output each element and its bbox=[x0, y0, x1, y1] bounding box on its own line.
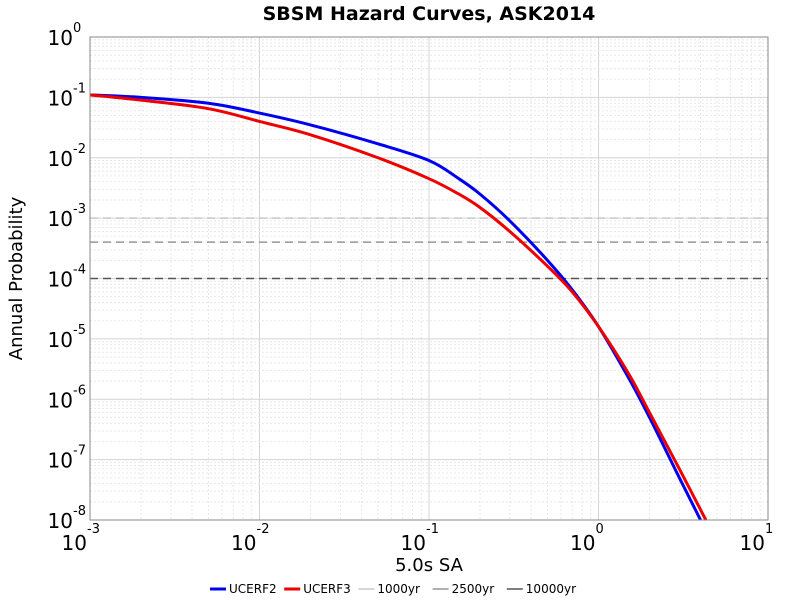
y-tick-exponent: -8 bbox=[73, 504, 86, 519]
legend-item-ucerf2: UCERF2 bbox=[210, 582, 277, 596]
x-tick-label: 100 bbox=[570, 522, 604, 555]
y-tick-base: 10 bbox=[48, 207, 73, 231]
legend-item-10000yr: 10000yr bbox=[506, 582, 576, 596]
legend-label: 2500yr bbox=[452, 582, 495, 596]
y-tick-base: 10 bbox=[48, 26, 73, 50]
legend-label: 10000yr bbox=[526, 582, 576, 596]
x-tick-label: 10-2 bbox=[231, 522, 269, 555]
legend-item-2500yr: 2500yr bbox=[432, 582, 495, 596]
y-tick-base: 10 bbox=[48, 388, 73, 412]
x-tick-exponent: -2 bbox=[257, 522, 270, 537]
y-tick-base: 10 bbox=[48, 328, 73, 352]
x-tick-exponent: -3 bbox=[87, 522, 100, 537]
x-tick-label: 10-3 bbox=[62, 522, 100, 555]
x-tick-exponent: 1 bbox=[765, 522, 773, 537]
y-tick-label: 10 -2 bbox=[48, 142, 86, 171]
y-tick-label: 10 -8 bbox=[48, 504, 86, 533]
y-tick-exponent: 0 bbox=[73, 21, 81, 36]
legend: UCERF2 UCERF3 1000yr 2500yr 10000yr bbox=[210, 582, 576, 596]
y-tick-label: 10 -3 bbox=[48, 202, 86, 231]
chart-title: SBSM Hazard Curves, ASK2014 bbox=[263, 3, 596, 25]
legend-label: 1000yr bbox=[377, 582, 420, 596]
x-tick-base: 10 bbox=[570, 531, 595, 555]
legend-item-ucerf3: UCERF3 bbox=[284, 582, 351, 596]
x-tick-exponent: -1 bbox=[426, 522, 439, 537]
y-tick-label: 10 -7 bbox=[48, 444, 86, 473]
x-tick-base: 10 bbox=[62, 531, 87, 555]
y-tick-base: 10 bbox=[48, 147, 73, 171]
y-tick-base: 10 bbox=[48, 86, 73, 110]
y-tick-base: 10 bbox=[48, 268, 73, 292]
legend-item-1000yr: 1000yr bbox=[358, 582, 420, 596]
series-lines bbox=[89, 93, 708, 521]
y-tick-label: 10 -4 bbox=[48, 263, 86, 292]
x-axis-label: 5.0s SA bbox=[395, 555, 463, 576]
x-tick-label: 10-1 bbox=[401, 522, 439, 555]
y-tick-exponent: -3 bbox=[73, 202, 86, 217]
y-tick-label: 10 0 bbox=[48, 21, 82, 50]
x-tick-base: 10 bbox=[231, 531, 256, 555]
y-axis-label: Annual Probability bbox=[6, 196, 27, 360]
series-line-ucerf3 bbox=[89, 93, 708, 521]
y-tick-exponent: -7 bbox=[73, 444, 86, 459]
legend-label: UCERF3 bbox=[303, 582, 351, 596]
x-tick-label: 101 bbox=[740, 522, 774, 555]
legend-label: UCERF2 bbox=[229, 582, 277, 596]
y-tick-exponent: -2 bbox=[73, 142, 86, 157]
y-tick-exponent: -6 bbox=[73, 383, 86, 398]
x-tick-base: 10 bbox=[401, 531, 426, 555]
x-tick-exponent: 0 bbox=[596, 522, 604, 537]
y-tick-label: 10 -6 bbox=[48, 383, 86, 412]
y-tick-base: 10 bbox=[48, 509, 73, 533]
x-tick-base: 10 bbox=[740, 531, 765, 555]
y-tick-exponent: -4 bbox=[73, 263, 86, 278]
y-tick-exponent: -5 bbox=[73, 323, 86, 338]
y-tick-exponent: -1 bbox=[73, 81, 86, 96]
plot-frame bbox=[89, 36, 769, 521]
series-line-ucerf2 bbox=[89, 93, 702, 521]
y-tick-base: 10 bbox=[48, 449, 73, 473]
y-tick-label: 10 -5 bbox=[48, 323, 86, 352]
y-tick-label: 10 -1 bbox=[48, 81, 86, 110]
reference-lines bbox=[90, 217, 768, 280]
